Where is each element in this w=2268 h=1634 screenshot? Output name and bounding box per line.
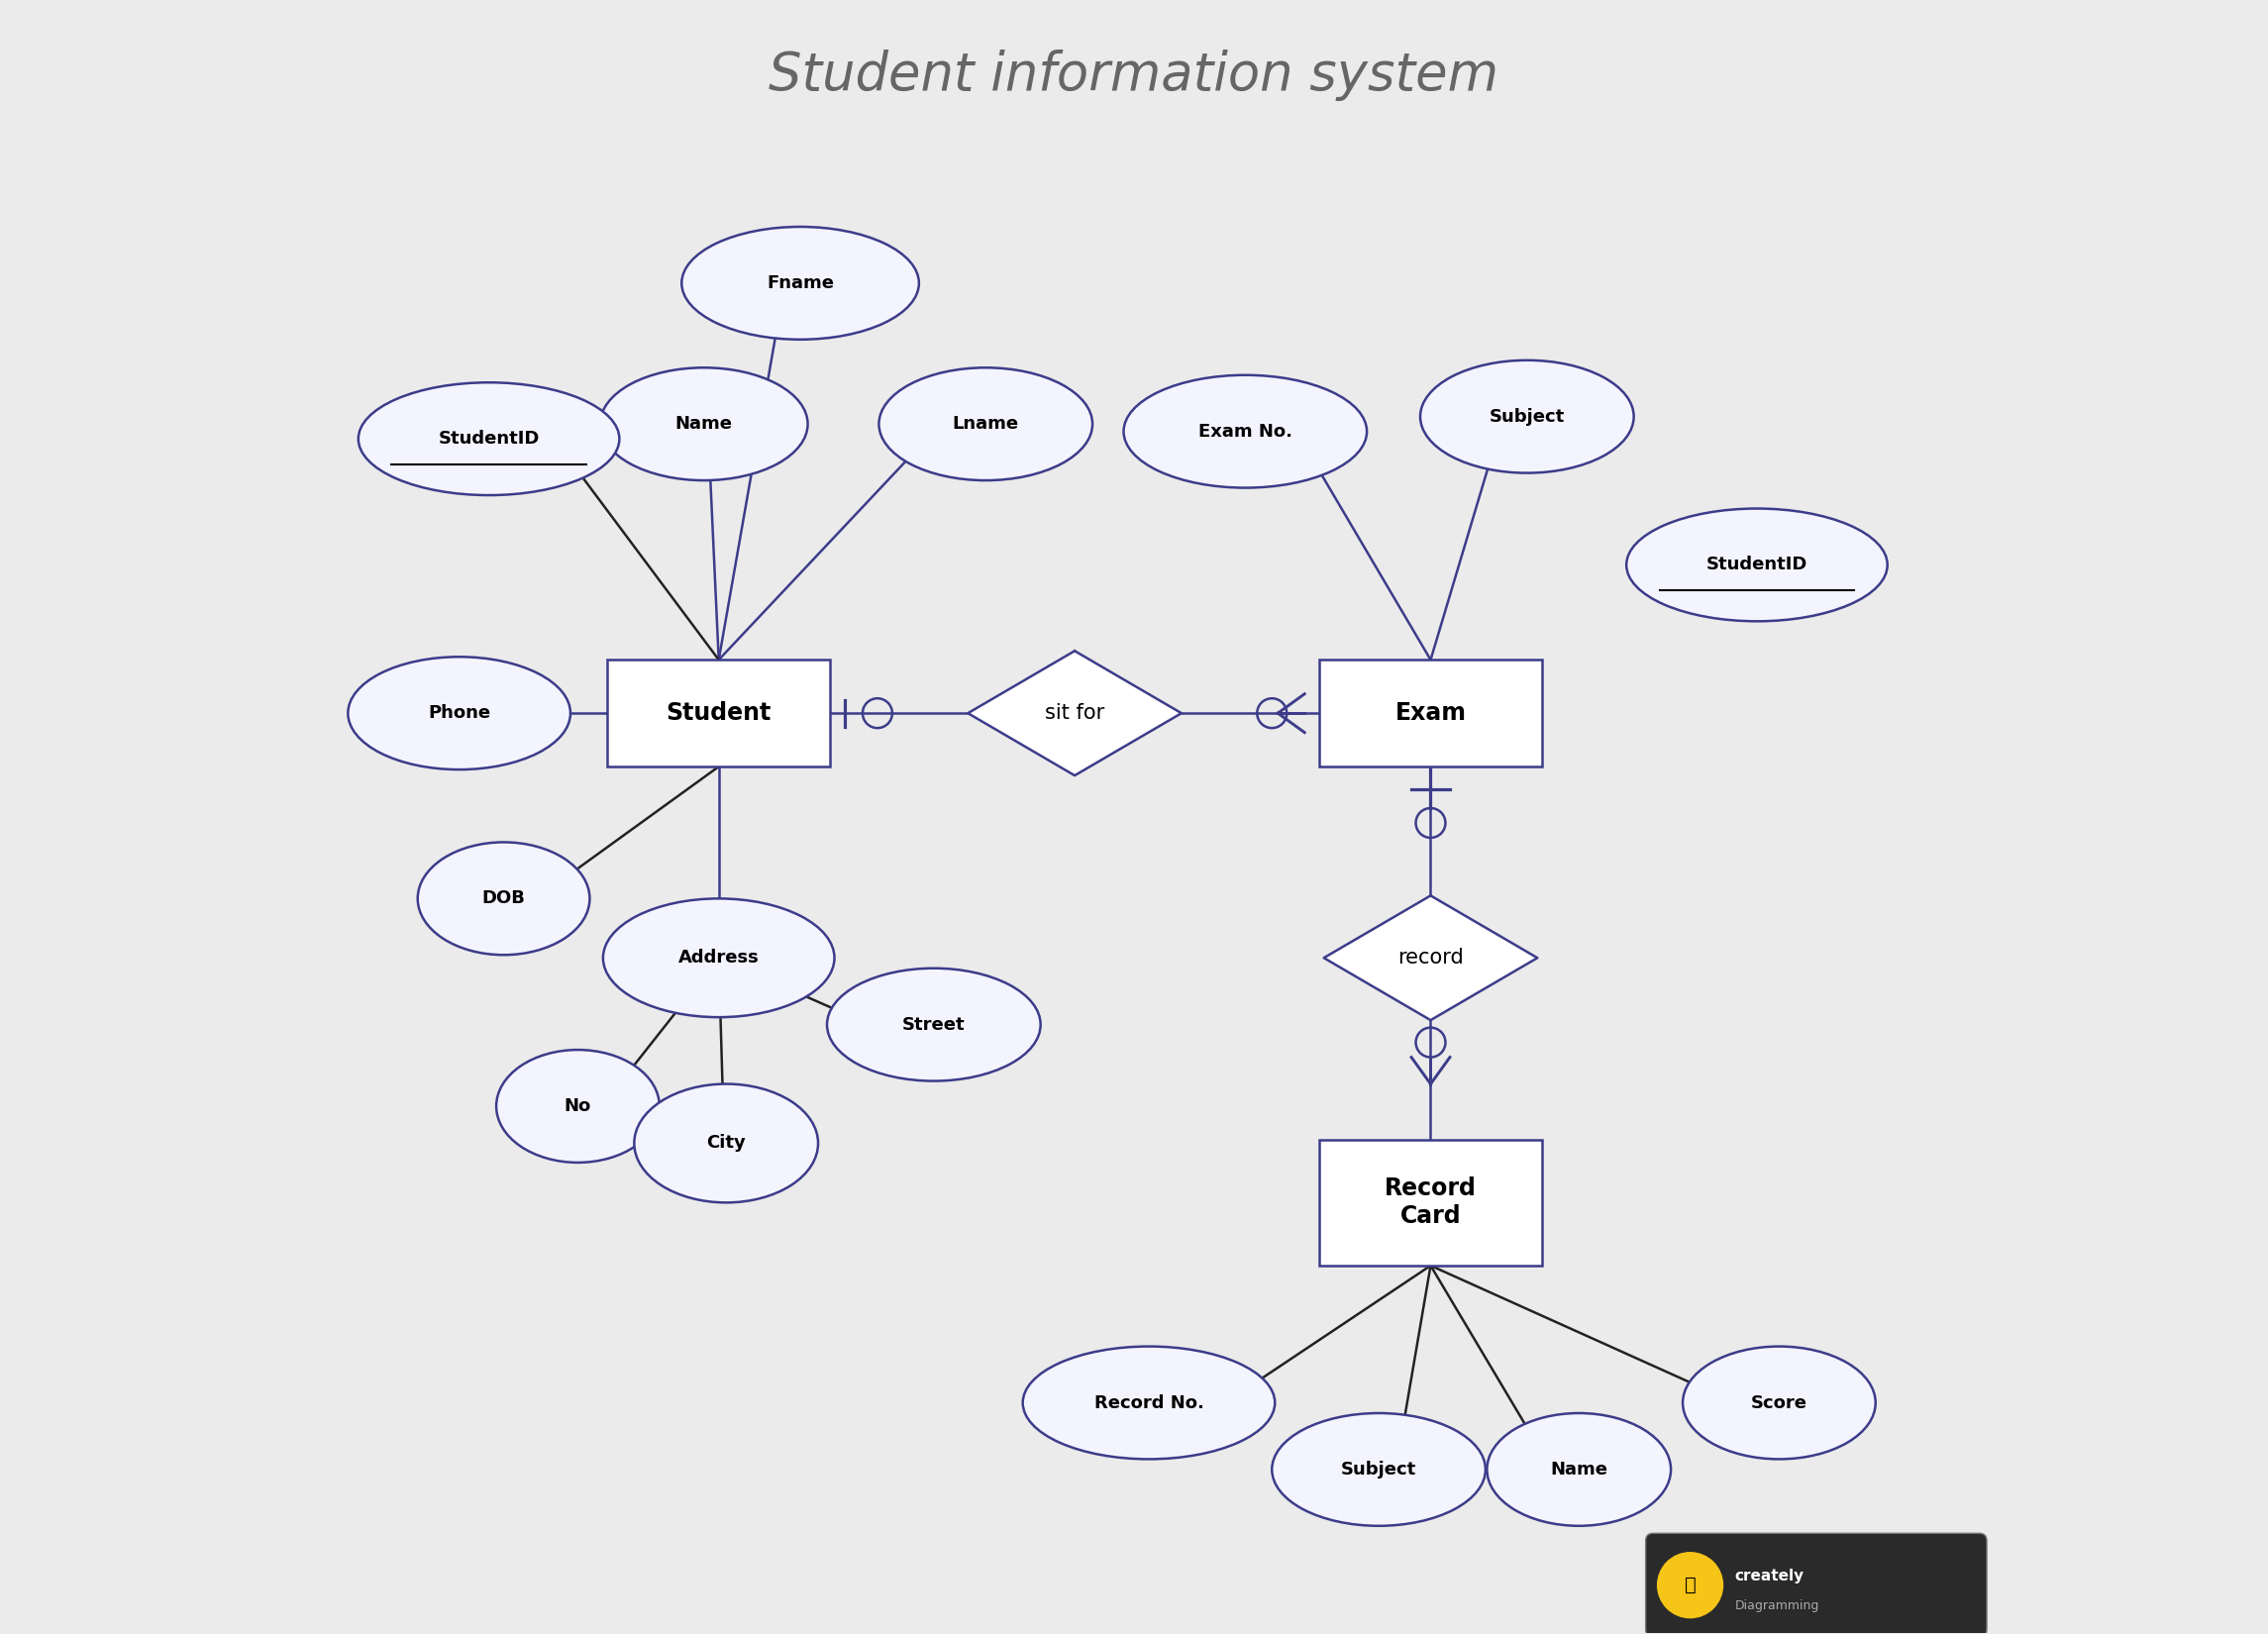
Polygon shape — [968, 650, 1182, 776]
Ellipse shape — [1488, 1413, 1672, 1526]
Text: Diagramming: Diagramming — [1735, 1600, 1819, 1613]
Ellipse shape — [601, 368, 807, 480]
Text: sit for: sit for — [1046, 703, 1105, 724]
Text: City: City — [705, 1134, 746, 1152]
Text: Street: Street — [903, 1016, 966, 1034]
Ellipse shape — [1023, 1346, 1275, 1459]
Text: Lname: Lname — [953, 415, 1018, 433]
Ellipse shape — [603, 899, 835, 1018]
Ellipse shape — [347, 657, 572, 770]
Text: 💡: 💡 — [1685, 1575, 1696, 1595]
Text: Student: Student — [667, 701, 771, 725]
Ellipse shape — [1420, 359, 1633, 472]
Text: Student information system: Student information system — [769, 49, 1499, 101]
Ellipse shape — [1123, 376, 1368, 489]
Text: No: No — [565, 1098, 592, 1114]
FancyBboxPatch shape — [1647, 1533, 1987, 1634]
Ellipse shape — [1683, 1346, 1876, 1459]
Text: Subject: Subject — [1490, 408, 1565, 425]
Bar — [1320, 1139, 1542, 1266]
Ellipse shape — [828, 969, 1041, 1082]
Text: Subject: Subject — [1340, 1461, 1418, 1479]
Text: Address: Address — [678, 949, 760, 967]
Text: Name: Name — [676, 415, 733, 433]
Text: StudentID: StudentID — [438, 430, 540, 448]
Text: DOB: DOB — [483, 889, 526, 907]
Ellipse shape — [497, 1049, 660, 1162]
Ellipse shape — [1626, 508, 1887, 621]
Text: Name: Name — [1551, 1461, 1608, 1479]
Text: StudentID: StudentID — [1706, 556, 1808, 574]
Bar — [1320, 660, 1542, 766]
Text: Exam: Exam — [1395, 701, 1467, 725]
Text: Record
Card: Record Card — [1386, 1176, 1476, 1229]
Polygon shape — [1325, 895, 1538, 1020]
Ellipse shape — [880, 368, 1093, 480]
Text: Record No.: Record No. — [1093, 1394, 1204, 1412]
Ellipse shape — [417, 842, 590, 954]
Bar — [608, 660, 830, 766]
Circle shape — [1658, 1552, 1724, 1618]
Text: creately: creately — [1735, 1569, 1803, 1583]
Text: Fname: Fname — [767, 275, 835, 292]
Ellipse shape — [635, 1083, 819, 1203]
Text: Exam No.: Exam No. — [1198, 423, 1293, 440]
Ellipse shape — [358, 382, 619, 495]
Text: Score: Score — [1751, 1394, 1808, 1412]
Ellipse shape — [683, 227, 919, 340]
Text: record: record — [1397, 948, 1463, 967]
Text: Phone: Phone — [429, 704, 490, 722]
Ellipse shape — [1272, 1413, 1486, 1526]
